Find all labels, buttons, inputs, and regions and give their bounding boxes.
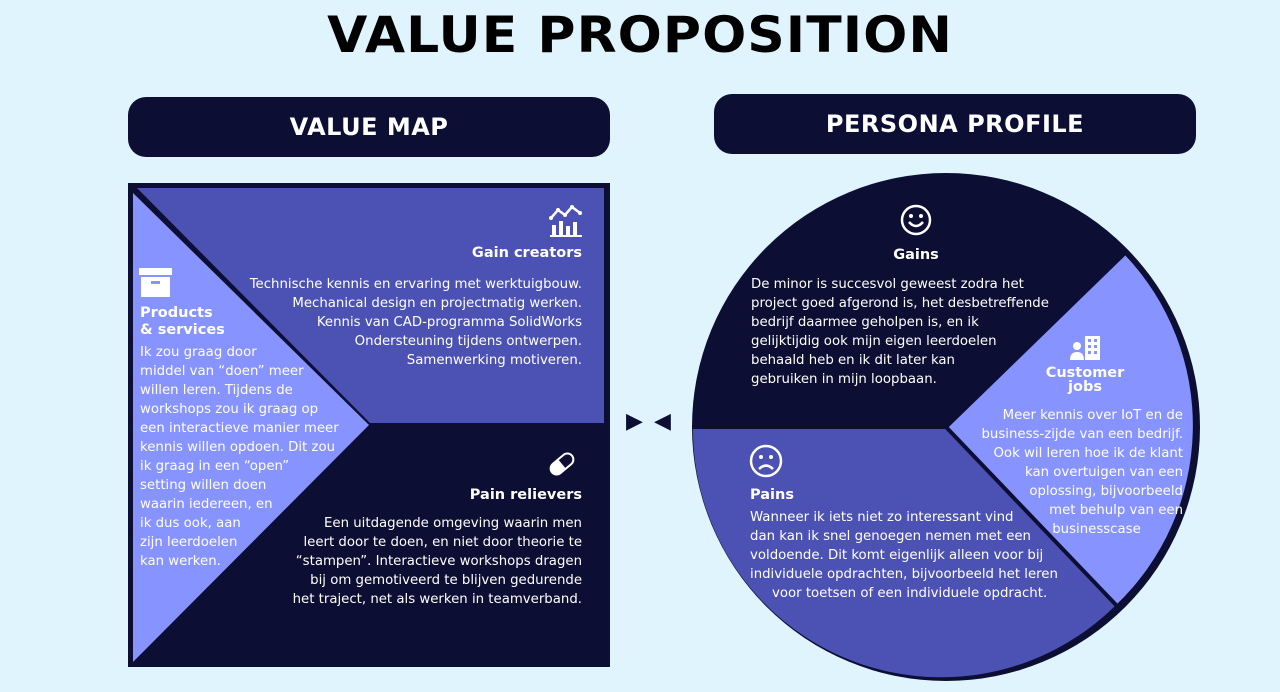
gains-line: behaald heb en ik dit later kan xyxy=(751,353,955,368)
customer-jobs-line: businesscase xyxy=(1052,522,1141,537)
products-services-heading: Products & services xyxy=(140,305,260,339)
gain-creators-panel xyxy=(137,188,604,423)
gains-heading: Gains xyxy=(893,247,939,263)
sad-face-icon xyxy=(749,444,783,478)
arrow-left-icon: ◀ xyxy=(654,409,671,434)
gain-creators-line: Technische kennis en ervaring met werktu… xyxy=(249,277,582,292)
gain-creators-heading: Gain creators xyxy=(471,245,582,261)
pains-line: dan kan ik snel genoegen nemen met een xyxy=(750,529,1031,544)
products-services-panel xyxy=(133,193,369,662)
customer-jobs-line: Ook wil leren hoe ik de klant xyxy=(993,446,1183,461)
gain-creators-line: Samenwerking motiveren. xyxy=(406,353,582,368)
pains-sector xyxy=(692,427,1116,678)
page-title: VALUE PROPOSITION xyxy=(327,6,953,64)
pains-heading: Pains xyxy=(750,487,794,503)
products-services-line: willen leren. Tijdens de xyxy=(140,383,293,398)
products-services-line: waarin iedereen, en xyxy=(140,497,273,512)
gain-creators-line: Kennis van CAD-programma SolidWorks xyxy=(316,315,582,330)
pain-relievers-line: leert door te doen, en niet door theorie… xyxy=(303,535,582,550)
products-services-line: een interactieve manier meer xyxy=(140,421,339,436)
customer-jobs-sector xyxy=(946,254,1193,605)
products-services-line: setting willen doen xyxy=(140,478,267,493)
gains-divider xyxy=(944,250,1128,429)
pain-relievers-line: bij om gemotiveerd te blijven gedurende xyxy=(310,573,582,588)
gains-line: project goed afgerond is, het desbetreff… xyxy=(751,296,1049,311)
gain-creators-line: Ondersteuning tijdens ontwerpen. xyxy=(354,334,582,349)
pain-relievers-text: Een uitdagende omgeving waarin men leert… xyxy=(232,514,582,609)
customer-jobs-line: oplossing, bijvoorbeeld xyxy=(1029,484,1183,499)
products-services-line: kennis willen opdoen. Dit zou xyxy=(140,440,336,455)
customer-jobs-divider xyxy=(944,425,1120,609)
customer-jobs-text: Meer kennis over IoT en de business-zijd… xyxy=(950,406,1183,539)
products-services-line: workshops zou ik graag op xyxy=(140,402,319,417)
person-building-icon xyxy=(1070,336,1100,360)
products-services-line: kan werken. xyxy=(140,554,221,569)
gains-line: gelijktijdig ook mijn eigen leerdoelen xyxy=(751,334,997,349)
customer-jobs-heading-line: Customer xyxy=(1045,365,1125,381)
persona-profile-header: PERSONA PROFILE xyxy=(714,94,1196,154)
customer-jobs-line: Meer kennis over IoT en de xyxy=(1002,408,1183,423)
pains-line: voor toetsen of een individuele opdracht… xyxy=(772,586,1048,601)
pains-line: voldoende. Dit komt eigenlijk alleen voo… xyxy=(750,548,1044,563)
value-map-header: VALUE MAP xyxy=(128,97,610,157)
products-services-line: ik graag in een “open” xyxy=(140,459,290,474)
customer-jobs-line: met behulp van een xyxy=(1049,503,1183,518)
pains-line: Wanneer ik iets niet zo interessant vind xyxy=(750,510,1014,525)
products-services-heading-line: & services xyxy=(140,322,225,338)
pain-relievers-line: Een uitdagende omgeving waarin men xyxy=(324,516,582,531)
gains-line: gebruiken in mijn loopbaan. xyxy=(751,372,937,387)
products-services-line: Ik zou graag door xyxy=(140,345,257,360)
customer-jobs-line: business-zijde van een bedrijf. xyxy=(981,427,1183,442)
pains-text: Wanneer ik iets niet zo interessant vind… xyxy=(750,508,1080,603)
gains-line: bedrijf daarmee geholpen is, en ik xyxy=(751,315,979,330)
pains-line: individuele opdrachten, bijvoorbeeld het… xyxy=(750,567,1058,582)
gain-creators-text: Technische kennis en ervaring met werktu… xyxy=(200,275,582,370)
box-icon xyxy=(139,268,172,297)
gains-line: De minor is succesvol geweest zodra het xyxy=(751,277,1024,292)
products-services-text: Ik zou graag door middel van “doen” meer… xyxy=(140,343,370,571)
pill-icon xyxy=(549,452,575,476)
value-map-label: VALUE MAP xyxy=(289,113,449,141)
products-services-heading-line: Products xyxy=(140,305,213,321)
products-services-line: zijn leerdoelen xyxy=(140,535,238,550)
persona-profile-label: PERSONA PROFILE xyxy=(825,110,1085,138)
customer-jobs-line: kan overtuigen van een xyxy=(1025,465,1183,480)
customer-jobs-heading-line: jobs xyxy=(1068,379,1102,395)
gain-creators-line: Mechanical design en projectmatig werken… xyxy=(292,296,582,311)
gains-text: De minor is succesvol geweest zodra het … xyxy=(751,275,1081,389)
pain-relievers-heading: Pain relievers xyxy=(469,487,582,503)
arrow-right-icon: ▶ xyxy=(626,409,643,434)
products-services-line: middel van “doen” meer xyxy=(140,364,304,379)
pain-relievers-line: “stampen”. Interactieve workshops dragen xyxy=(295,554,582,569)
bar-chart-trend-icon xyxy=(549,205,582,237)
customer-jobs-heading: Customer jobs xyxy=(1030,365,1140,395)
smiley-icon xyxy=(900,204,932,236)
products-services-line: ik dus ook, aan xyxy=(140,516,241,531)
pain-relievers-line: het traject, net als werken in teamverba… xyxy=(292,592,582,607)
